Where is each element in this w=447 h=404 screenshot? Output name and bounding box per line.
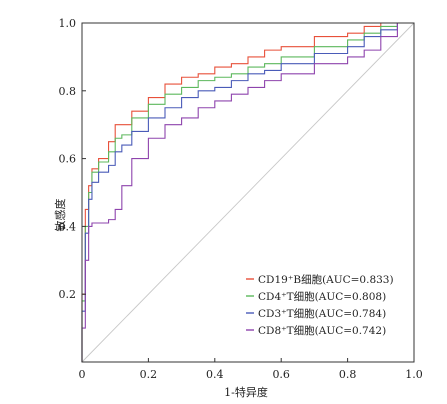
- legend-label-1: CD19⁺B细胞(AUC=0.833): [258, 273, 394, 286]
- legend-label-4: CD8⁺T细胞(AUC=0.742): [258, 324, 386, 337]
- y-tick-label: 0.2: [59, 288, 77, 301]
- legend-label-3: CD3⁺T细胞(AUC=0.784): [258, 307, 386, 320]
- y-tick-label: 0.8: [59, 85, 77, 98]
- y-tick-label: 0.6: [59, 153, 77, 166]
- x-axis-title: 1-特异度: [224, 385, 268, 399]
- x-tick-label: 0.4: [206, 368, 224, 381]
- x-tick-label: 0: [79, 368, 86, 381]
- x-tick-label: 0.2: [140, 368, 158, 381]
- legend-label-2: CD4⁺T细胞(AUC=0.808): [258, 290, 386, 303]
- x-tick-label: 0.8: [339, 368, 357, 381]
- x-tick-label: 1.0: [405, 368, 423, 381]
- x-tick-label: 0.6: [272, 368, 290, 381]
- y-tick-label: 1.0: [59, 17, 77, 30]
- y-axis-title: 敏感度: [53, 199, 67, 232]
